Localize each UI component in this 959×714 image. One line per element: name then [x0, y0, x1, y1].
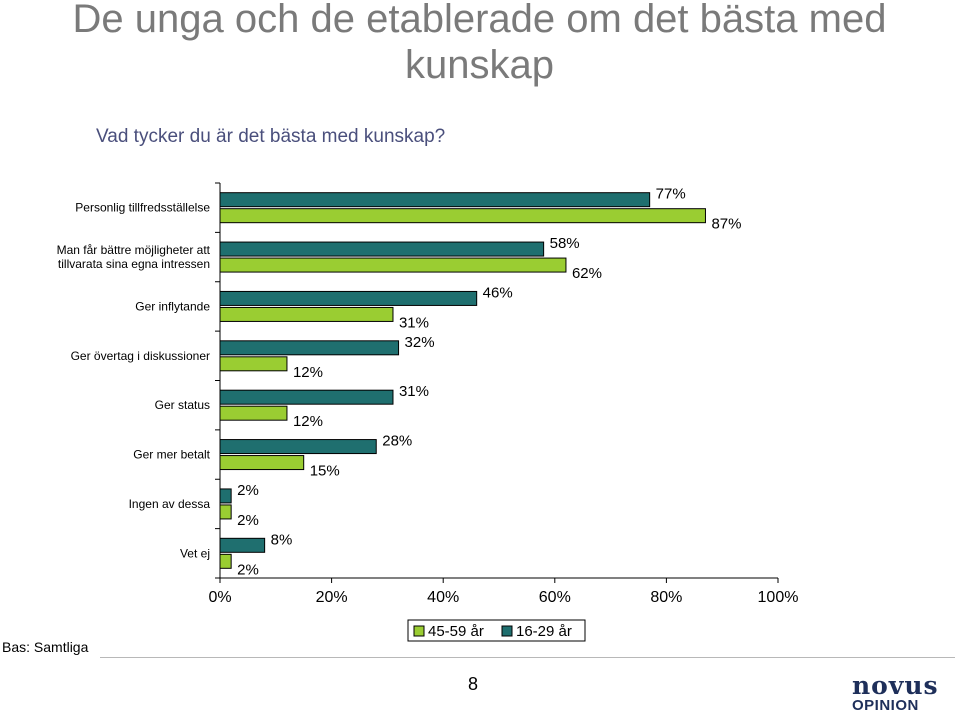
category-label: Ingen av dessa — [129, 497, 211, 511]
logo-subline: OPINION — [852, 697, 919, 714]
legend-box — [407, 619, 586, 642]
bar — [219, 290, 478, 306]
x-tick-label: 0% — [208, 589, 231, 606]
bar — [219, 455, 305, 471]
category-label: Ger mer betalt — [133, 448, 210, 462]
data-label: 62% — [572, 265, 602, 282]
legend-label: 45-59 år — [428, 623, 484, 640]
x-tick-label: 60% — [539, 589, 571, 606]
footer-divider — [100, 657, 955, 658]
bar — [219, 257, 567, 273]
base-note: Bas: Samtliga — [2, 639, 89, 655]
category-label: tillvarata sina egna intressen — [58, 257, 210, 271]
legend-swatch — [413, 625, 425, 637]
data-label: 15% — [310, 463, 340, 480]
data-label: 58% — [550, 235, 580, 252]
x-tick-label: 40% — [427, 589, 459, 606]
data-label: 31% — [399, 383, 429, 400]
bar — [219, 389, 394, 405]
logo-wordmark: novus — [852, 671, 939, 700]
x-tick-label: 100% — [758, 589, 799, 606]
bar — [219, 340, 400, 356]
category-label: Ger status — [155, 398, 210, 412]
data-label: 32% — [405, 334, 435, 351]
bar — [219, 306, 394, 322]
category-label: Ger inflytande — [135, 299, 210, 313]
x-tick-label: 80% — [650, 589, 682, 606]
data-label: 2% — [237, 512, 259, 529]
bar — [219, 208, 706, 224]
category-label: Personlig tillfredsställelse — [75, 201, 210, 215]
bar — [219, 553, 232, 569]
legend-swatch — [501, 625, 513, 637]
bar — [219, 439, 377, 455]
survey-question: Vad tycker du är det bästa med kunskap? — [96, 126, 446, 147]
bar — [219, 405, 288, 421]
novus-opinion-logo: novus OPINION — [852, 671, 956, 714]
data-label: 46% — [483, 284, 513, 301]
data-label: 77% — [656, 186, 686, 203]
data-label: 28% — [382, 433, 412, 450]
bar — [219, 192, 651, 208]
data-label: 2% — [237, 561, 259, 578]
bar — [219, 537, 266, 553]
bar — [219, 241, 545, 257]
category-label: Vet ej — [180, 546, 210, 560]
data-label: 12% — [293, 364, 323, 381]
category-label: Man får bättre möjligheter att — [57, 243, 211, 257]
page-title: De unga och de etablerade om det bästa m… — [72, 0, 887, 87]
data-label: 31% — [399, 314, 429, 331]
bar — [219, 504, 232, 520]
bar — [219, 356, 288, 372]
x-tick-label: 20% — [316, 589, 348, 606]
data-label: 12% — [293, 413, 323, 430]
legend-label: 16-29 år — [516, 623, 572, 640]
page-number: 8 — [468, 674, 479, 694]
data-label: 87% — [711, 216, 741, 233]
data-label: 2% — [237, 482, 259, 499]
category-label: Ger övertag i diskussioner — [71, 349, 210, 363]
bar — [219, 488, 232, 504]
data-label: 8% — [271, 531, 293, 548]
